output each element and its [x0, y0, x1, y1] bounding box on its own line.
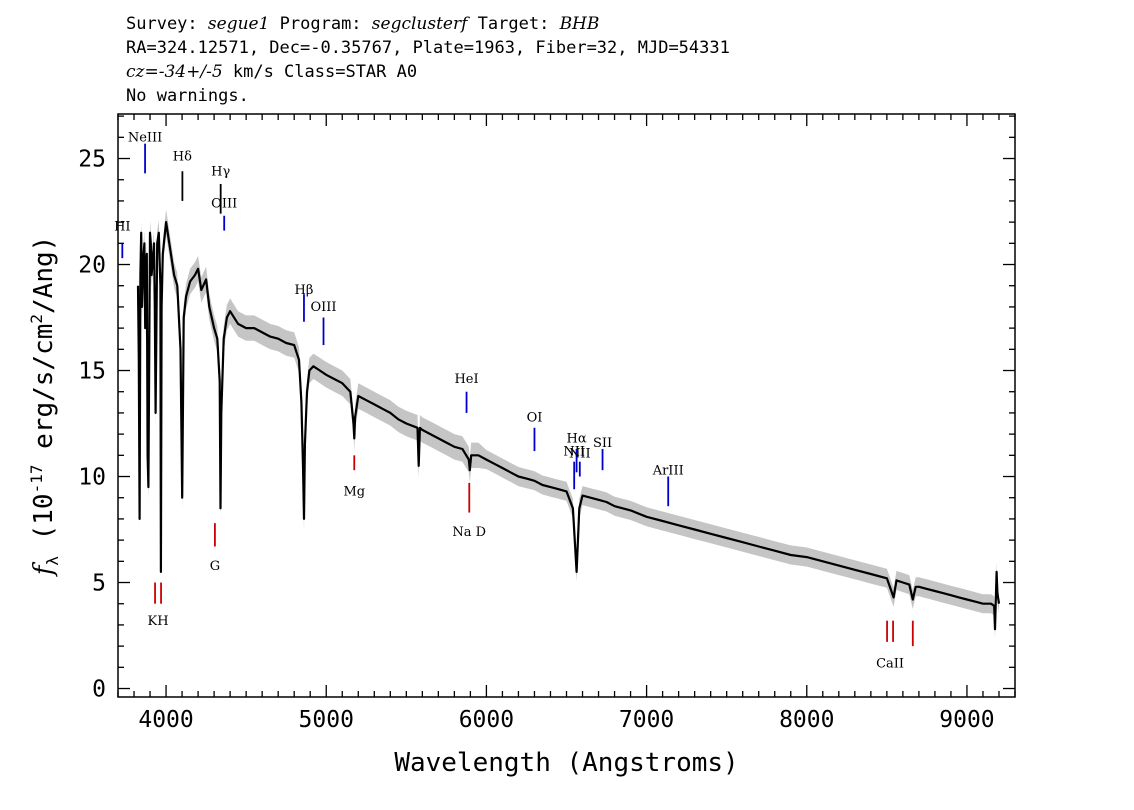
- class-text: km/s Class=STAR A0: [222, 62, 418, 82]
- y-axis-title-exp1: -17: [27, 465, 46, 494]
- absorption-line-caii-label: CaII: [876, 656, 904, 671]
- y-tick-label: 10: [78, 465, 106, 491]
- header-line-3: cz=-34+/-5 km/s Class=STAR A0: [126, 60, 730, 84]
- x-tick-label: 7000: [619, 707, 674, 733]
- x-tick-label: 5000: [299, 707, 354, 733]
- y-axis-title: fλ (10-17 erg/s/cm2/Ang): [27, 236, 62, 578]
- y-axis-title-end: /Ang): [29, 236, 59, 314]
- redshift-value: cz=-34+/-5: [126, 62, 223, 82]
- emission-line-h-label: Hα: [567, 432, 587, 447]
- header-line-1: Survey: segue1 Program: segclusterf Targ…: [126, 12, 730, 36]
- target-value: BHB: [559, 14, 600, 34]
- emission-line-nii-label: NII: [563, 444, 585, 459]
- header-line-4: No warnings.: [126, 86, 249, 106]
- absorption-line-kh-label: KH: [148, 614, 169, 629]
- x-tick-label: 4000: [138, 707, 193, 733]
- x-tick-label: 6000: [459, 707, 514, 733]
- spectrum-line: [136, 221, 1001, 631]
- absorption-line-g-label: G: [210, 559, 220, 574]
- emission-line-h-label: Hβ: [295, 283, 314, 298]
- target-label: Target:: [477, 14, 550, 34]
- y-axis-title-main: (10: [29, 493, 59, 556]
- plot-frame: [117, 113, 1016, 698]
- y-tick-label: 25: [78, 147, 106, 173]
- survey-value: segue1: [207, 14, 270, 34]
- y-tick-label: 20: [78, 253, 106, 279]
- absorption-line-nad-label: Na D: [452, 525, 486, 540]
- emission-line-h-label: Hγ: [211, 164, 230, 179]
- x-tick-label: 8000: [779, 707, 834, 733]
- y-axis-title-mid: erg/s/cm: [29, 324, 59, 465]
- ticks-layer: 4000 5000 6000 7000 8000 9000 0 5 10 15 20 25: [78, 114, 1016, 733]
- emission-line-neiii-label: NeIII: [128, 131, 162, 146]
- emission-line-oiii-label: OIII: [211, 196, 237, 211]
- y-axis-title-sub: λ: [43, 556, 62, 566]
- spectrum-header: Survey: segue1 Program: segclusterf Targ…: [126, 12, 730, 108]
- y-axis-title-exp2: 2: [27, 314, 46, 324]
- survey-label: Survey:: [126, 14, 198, 34]
- program-label: Program:: [279, 14, 362, 34]
- emission-line-h-label: Hδ: [173, 150, 192, 165]
- x-axis-title: Wavelength (Angstroms): [394, 748, 738, 778]
- emission-line-oiii-label: OIII: [310, 300, 336, 315]
- y-tick-label: 5: [92, 571, 106, 597]
- emission-line-hei-label: HeI: [454, 372, 478, 387]
- header-line-2: RA=324.12571, Dec=-0.35767, Plate=1963, …: [126, 38, 730, 58]
- spectral-lines-layer: NeIIIHδHγOIIIHIHβOIIIHeIOINIIHαNIISIIArI…: [114, 131, 914, 671]
- y-tick-label: 0: [92, 677, 106, 703]
- emission-line-nii-label: NII: [569, 446, 591, 461]
- absorption-line-mg-label: Mg: [343, 485, 365, 500]
- emission-line-sii-label: SII: [593, 436, 612, 451]
- emission-line-oi-label: OI: [527, 410, 543, 425]
- program-value: segclusterf: [371, 14, 468, 34]
- series-layer: [136, 221, 1001, 631]
- y-tick-label: 15: [78, 359, 106, 385]
- emission-line-ariii-label: ArIII: [652, 463, 684, 478]
- x-tick-label: 9000: [939, 707, 994, 733]
